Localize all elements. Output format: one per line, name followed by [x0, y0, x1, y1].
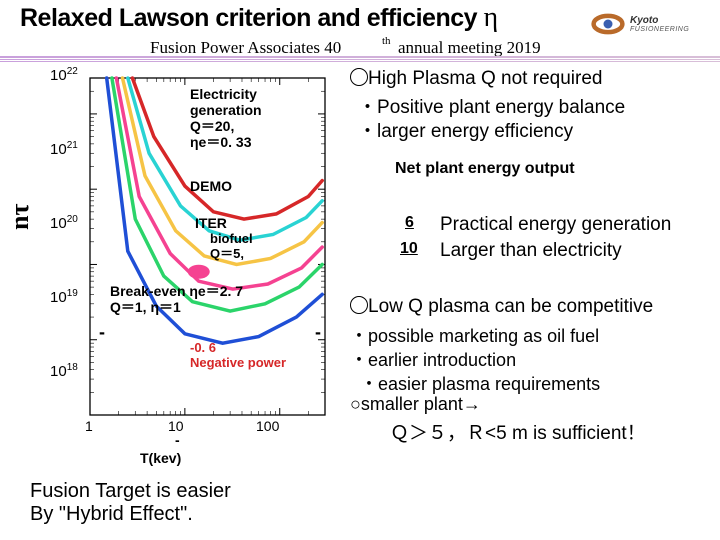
annot-neg1: -0. 6 [190, 340, 216, 355]
rt-r6: Practical energy generation [440, 214, 671, 236]
annot-neg2: Negative power [190, 355, 286, 370]
rt-b2: ・earlier introduction [350, 346, 516, 372]
divider-lines [0, 56, 720, 64]
bottom-l2: By "Hybrid Effect". [30, 503, 231, 526]
rt-line3: ・larger energy efficiency [358, 116, 573, 143]
circle-icon [350, 296, 368, 314]
subtitle-rest: annual meeting 2019 [398, 38, 541, 58]
bottom-text: Fusion Target is easier By "Hybrid Effec… [30, 480, 231, 526]
rt-six: 6 [405, 214, 414, 232]
brand-text: Kyoto FUSIONEERING [630, 15, 689, 33]
ytick-21: 1021 [50, 140, 78, 158]
xtick-1: 1 [85, 418, 93, 434]
ytick-18: 1018 [50, 362, 78, 380]
circle-icon [350, 68, 368, 86]
brand-logo: Kyoto FUSIONEERING [590, 2, 710, 46]
rt-smaller: ○smaller plant→ [350, 394, 481, 415]
annot-elecgen: Electricity generation Q＝20, ηe＝0. 33 [190, 86, 262, 150]
subtitle-left: Fusion Power Associates 40 [150, 38, 341, 58]
ytick-19: 1019 [50, 288, 78, 306]
dash-left: - [99, 322, 105, 343]
rt-b1: ・possible marketing as oil fuel [350, 322, 599, 348]
x-axis-label: T(kev) [140, 450, 181, 466]
rt-b3: ・easier plasma requirements [360, 370, 600, 396]
xtick-100: 100 [256, 418, 279, 434]
rt-ten: 10 [400, 240, 418, 258]
bottom-l1: Fusion Target is easier [30, 480, 231, 503]
ytick-22: 1022 [50, 66, 78, 84]
xtick-dash: - [175, 432, 180, 448]
annot-breakeven: Break-even ηe＝2. 7 Q＝1, η＝1 [110, 283, 243, 315]
y-axis-label: nτ [5, 204, 35, 230]
rt-net: Net plant energy output [395, 160, 575, 178]
annot-biofuel: biofuel Q＝5, [210, 232, 253, 262]
rt-lowq: Low Q plasma can be competitive [350, 296, 653, 318]
title-eta: η [484, 2, 498, 33]
ytick-20: 1020 [50, 214, 78, 232]
rt-line2: ・Positive plant energy balance [358, 92, 625, 119]
title-main: Relaxed Lawson criterion and efficiency [20, 4, 477, 32]
annot-iter: ITER [195, 215, 227, 231]
fusion-ring-icon [590, 6, 626, 42]
rt-qr: Ｑ＞５，Ｒ<5 m is sufficient！ [390, 418, 646, 445]
rt-r10: Larger than electricity [440, 240, 622, 262]
annot-demo: DEMO [190, 178, 232, 194]
rt-line1: High Plasma Q not required [350, 68, 602, 90]
dash-right: - [315, 322, 321, 343]
subtitle-th: th [382, 35, 391, 47]
page-title: Relaxed Lawson criterion and efficiency … [20, 2, 498, 34]
